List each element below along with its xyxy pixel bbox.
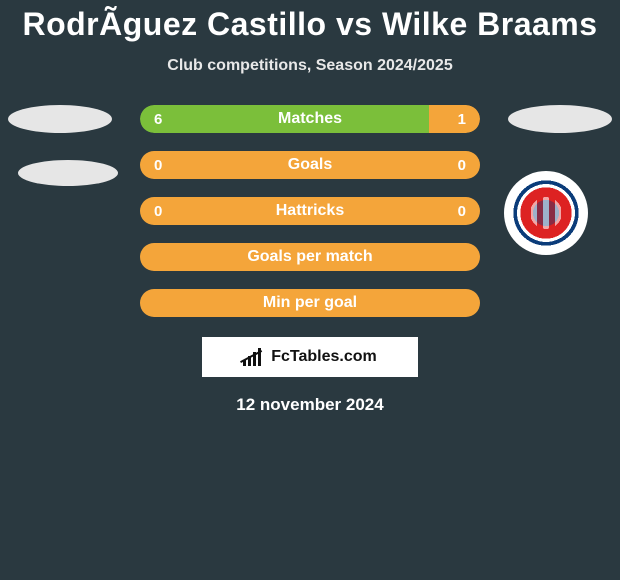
stat-bar: Goals per match — [140, 243, 480, 271]
stat-bar: 00Hattricks — [140, 197, 480, 225]
player-left-badge-1 — [8, 105, 112, 133]
stat-bar: Min per goal — [140, 289, 480, 317]
stat-bars: 61Matches 00Goals 00Hattricks Goals per mat… — [140, 105, 480, 317]
stat-label: Matches — [140, 110, 480, 128]
page-subtitle: Club competitions, Season 2024/2025 — [0, 57, 620, 75]
club-badge-icon — [513, 180, 579, 246]
stat-label: Hattricks — [140, 202, 480, 220]
stat-bar: 00Goals — [140, 151, 480, 179]
chart-icon — [243, 348, 265, 366]
brand-box[interactable]: FcTables.com — [202, 337, 418, 377]
stat-label: Goals per match — [140, 248, 480, 266]
content-area: 61Matches 00Goals 00Hattricks Goals per mat… — [0, 105, 620, 415]
club-badge-right — [504, 171, 588, 255]
date-label: 12 november 2024 — [0, 395, 620, 415]
player-right-badge-1 — [508, 105, 612, 133]
stat-label: Goals — [140, 156, 480, 174]
page-title: RodrÃ­guez Castillo vs Wilke Braams — [0, 0, 620, 43]
stat-label: Min per goal — [140, 294, 480, 312]
brand-label: FcTables.com — [271, 348, 377, 366]
player-left-badge-2 — [18, 160, 118, 186]
stat-bar: 61Matches — [140, 105, 480, 133]
